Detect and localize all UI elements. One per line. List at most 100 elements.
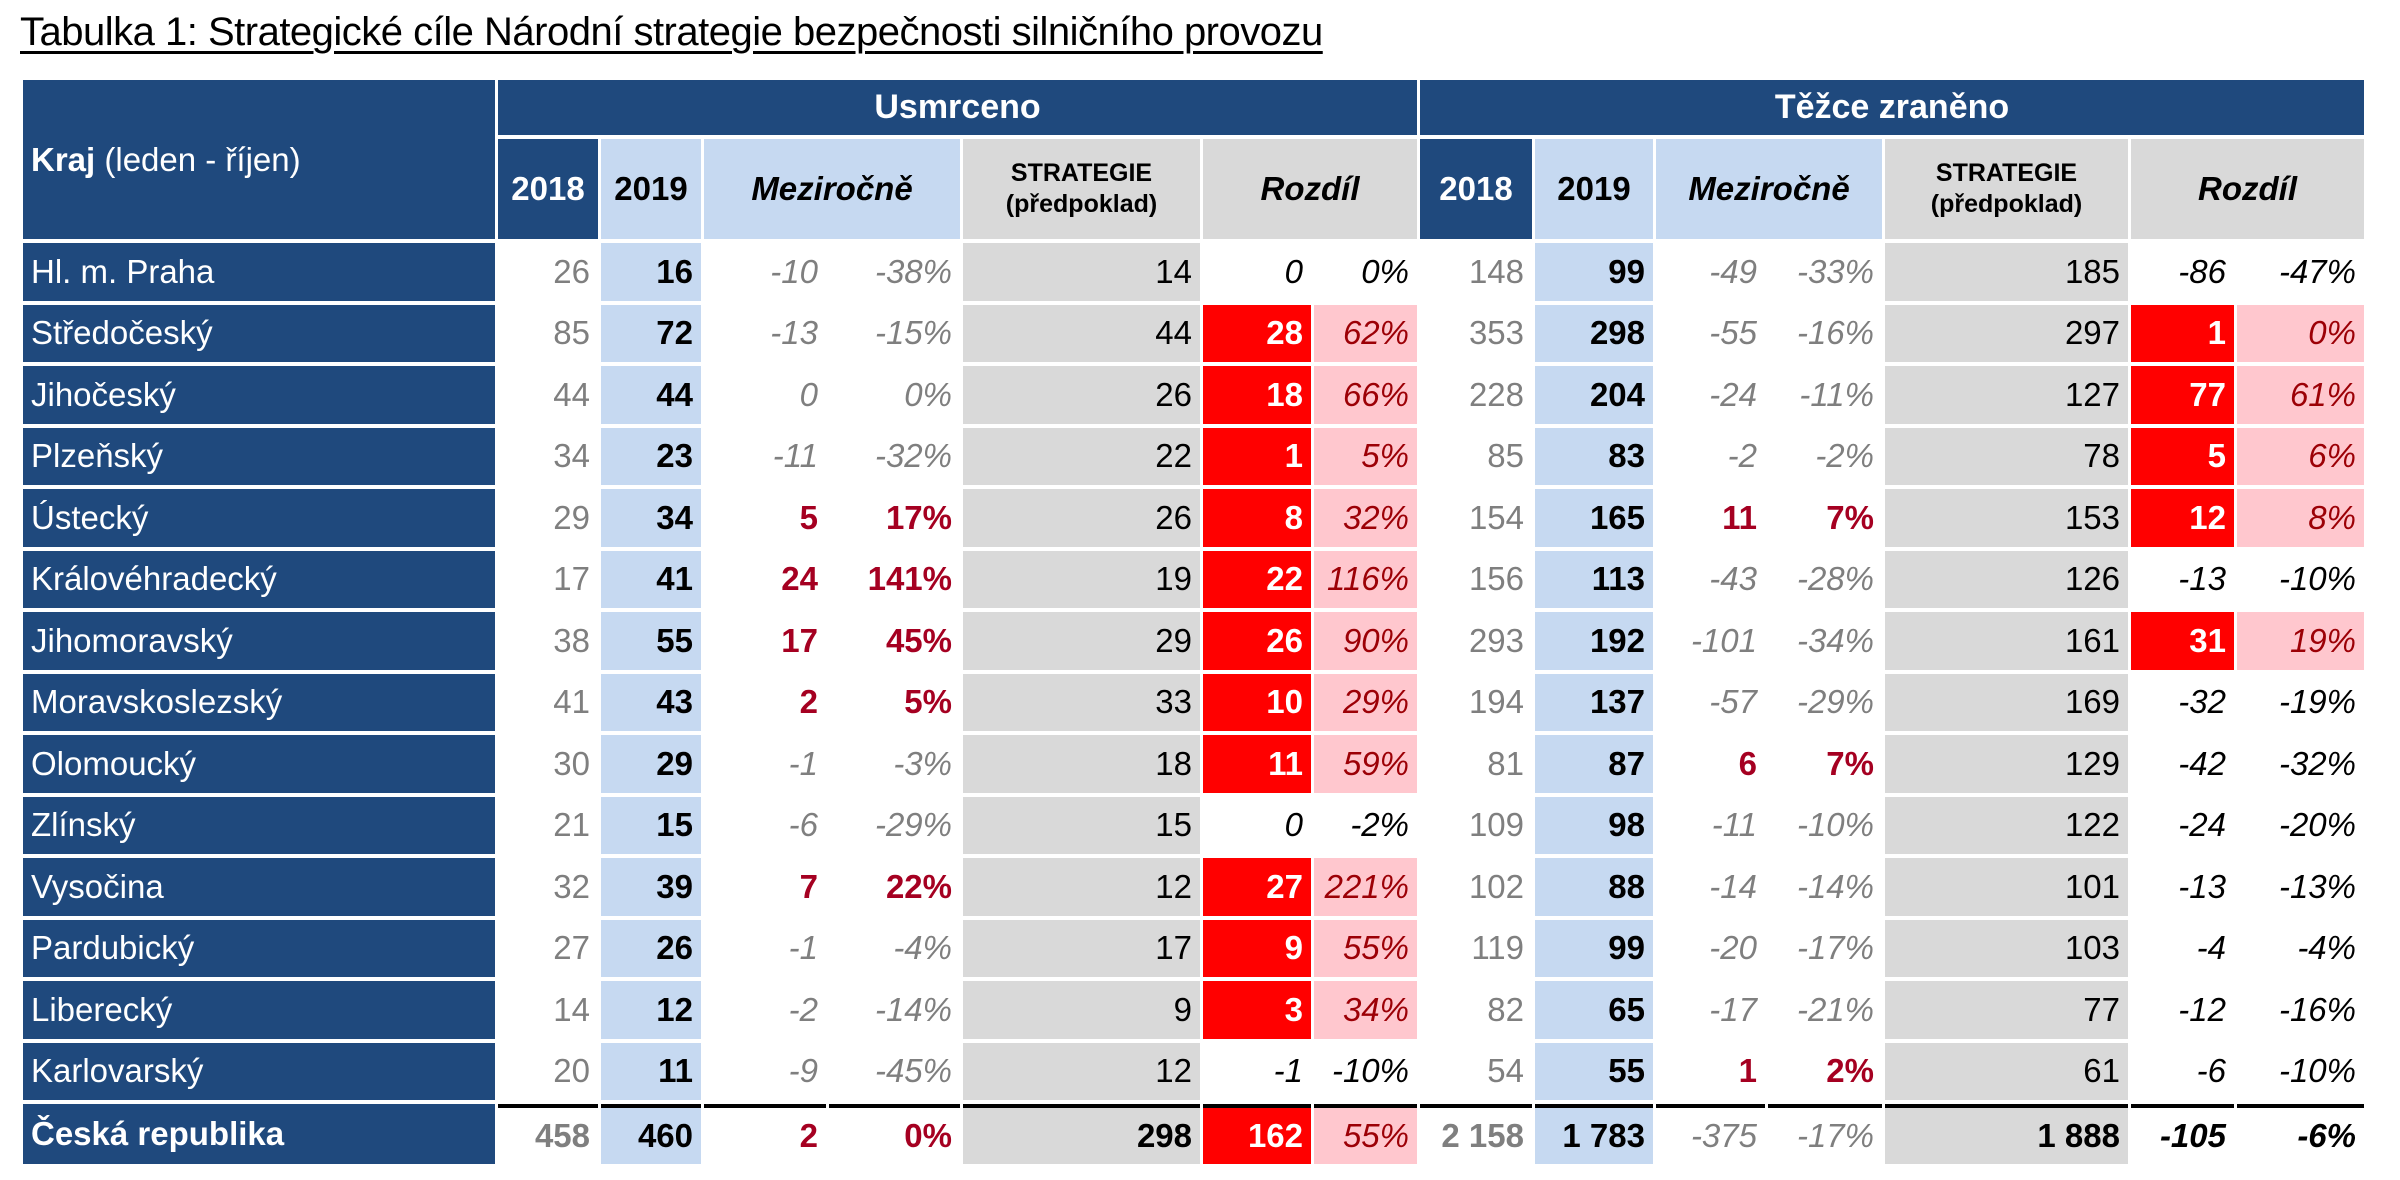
- cell-strategy: 101: [1885, 858, 2128, 916]
- cell-2019: 44: [601, 366, 701, 424]
- cell-2019: 15: [601, 796, 701, 854]
- cell-diff-pct: 116%: [1314, 550, 1417, 608]
- header-injured-diff: Rozdíl: [2131, 139, 2364, 239]
- row-region: Liberecký: [23, 981, 495, 1039]
- row-region: Olomoucký: [23, 735, 495, 793]
- row-region: Zlínský: [23, 796, 495, 854]
- header-killed-yoy: Meziročně: [704, 139, 960, 239]
- cell-2018: 34: [553, 437, 590, 475]
- cell-diff-abs: -105: [2131, 1104, 2234, 1164]
- header-strategy-text: STRATEGIE: [1010, 158, 1153, 187]
- cell-yoy-pct: -32%: [874, 437, 952, 475]
- cell-2018: 38: [553, 621, 590, 659]
- cell-strategy: 12: [963, 1042, 1200, 1100]
- strategy-table: Kraj (leden - říjen) Usmrceno Těžce zran…: [23, 80, 2364, 1164]
- cell-yoy-abs: -1: [788, 744, 818, 782]
- cell-diff-pct: 19%: [2237, 612, 2364, 670]
- row-region: Karlovarský: [23, 1042, 495, 1100]
- cell-2019: 12: [601, 981, 701, 1039]
- cell-diff-pct: -4%: [2297, 929, 2356, 967]
- cell-yoy-pct: -10%: [1796, 806, 1874, 844]
- cell-yoy-abs: -49: [1709, 252, 1757, 290]
- cell-2018: 14: [553, 990, 590, 1028]
- row-region: Hl. m. Praha: [23, 243, 495, 301]
- cell-2019: 87: [1535, 735, 1653, 793]
- cell-2018: 26: [553, 252, 590, 290]
- header-killed-diff: Rozdíl: [1203, 139, 1417, 239]
- cell-yoy-pct: -21%: [1796, 990, 1874, 1028]
- cell-diff-abs: 0: [1284, 806, 1303, 844]
- cell-diff-pct: 32%: [1314, 489, 1417, 547]
- cell-yoy-pct: -38%: [874, 252, 952, 290]
- cell-diff-abs: 22: [1203, 550, 1311, 608]
- header-strategy-text: (předpoklad): [1005, 190, 1158, 218]
- cell-diff-abs: 8: [1203, 489, 1311, 547]
- cell-strategy: 22: [963, 427, 1200, 485]
- cell-diff-pct: 61%: [2237, 366, 2364, 424]
- cell-2018: 228: [1468, 375, 1524, 413]
- cell-2019: 192: [1535, 612, 1653, 670]
- cell-2018: 32: [553, 867, 590, 905]
- cell-2018: 119: [1471, 929, 1524, 967]
- cell-2018: 54: [1487, 1052, 1524, 1090]
- cell-yoy-pct: -28%: [1796, 560, 1874, 598]
- cell-strategy: 9: [963, 981, 1200, 1039]
- cell-2019: 11: [601, 1042, 701, 1100]
- header-killed-strategy: STRATEGIE (předpoklad): [963, 139, 1200, 239]
- cell-diff-pct: 8%: [2237, 489, 2364, 547]
- cell-diff-pct: 5%: [1314, 427, 1417, 485]
- cell-yoy-pct: 0%: [829, 1104, 960, 1164]
- cell-yoy-pct: -16%: [1796, 314, 1874, 352]
- cell-yoy-abs: -14: [1709, 867, 1757, 905]
- cell-yoy-pct: -11%: [1799, 375, 1874, 413]
- cell-diff-abs: -32: [2178, 683, 2226, 721]
- cell-yoy-abs: 1: [1738, 1052, 1757, 1090]
- cell-yoy-abs: -11: [1711, 806, 1757, 844]
- cell-strategy: 161: [1885, 612, 2128, 670]
- row-region: Ústecký: [23, 489, 495, 547]
- cell-2019: 204: [1535, 366, 1653, 424]
- cell-yoy-abs: -43: [1709, 560, 1757, 598]
- cell-yoy-pct: -33%: [1796, 252, 1874, 290]
- cell-2019: 460: [601, 1104, 701, 1164]
- cell-2018: 156: [1468, 560, 1524, 598]
- cell-diff-abs: -13: [2178, 867, 2226, 905]
- cell-diff-pct: 0%: [2237, 304, 2364, 362]
- row-region: Královéhradecký: [23, 550, 495, 608]
- cell-2018: 353: [1468, 314, 1524, 352]
- cell-diff-pct: 59%: [1314, 735, 1417, 793]
- cell-diff-abs: -24: [2178, 806, 2226, 844]
- cell-diff-pct: -10%: [1331, 1052, 1409, 1090]
- cell-yoy-pct: -4%: [893, 929, 952, 967]
- cell-diff-pct: -20%: [2278, 806, 2356, 844]
- cell-strategy: 33: [963, 673, 1200, 731]
- cell-yoy-pct: 7%: [1826, 744, 1874, 782]
- cell-diff-abs: 162: [1203, 1104, 1311, 1164]
- header-killed-2018: 2018: [498, 139, 598, 239]
- cell-2019: 26: [601, 919, 701, 977]
- cell-yoy-pct: -14%: [874, 990, 952, 1028]
- cell-2019: 137: [1535, 673, 1653, 731]
- cell-yoy-pct: -14%: [1796, 867, 1874, 905]
- cell-yoy-pct: -29%: [1796, 683, 1874, 721]
- cell-strategy: 127: [1885, 366, 2128, 424]
- cell-2018: 81: [1487, 744, 1524, 782]
- cell-strategy: 18: [963, 735, 1200, 793]
- cell-diff-pct: -16%: [2278, 990, 2356, 1028]
- cell-yoy-abs: -2: [1727, 437, 1757, 475]
- cell-2019: 98: [1535, 796, 1653, 854]
- cell-2019: 65: [1535, 981, 1653, 1039]
- cell-yoy-abs: 0: [799, 375, 818, 413]
- cell-diff-abs: 27: [1203, 858, 1311, 916]
- header-injured-strategy: STRATEGIE (předpoklad): [1885, 139, 2128, 239]
- cell-strategy: 297: [1885, 304, 2128, 362]
- table-title: Tabulka 1: Strategické cíle Národní stra…: [20, 10, 1323, 54]
- cell-2018: 30: [553, 744, 590, 782]
- cell-2019: 55: [1535, 1042, 1653, 1100]
- cell-2018: 29: [553, 498, 590, 536]
- cell-2019: 34: [601, 489, 701, 547]
- cell-yoy-abs: 2: [704, 1104, 826, 1164]
- cell-yoy-abs: -1: [788, 929, 818, 967]
- cell-2018: 85: [553, 314, 590, 352]
- cell-yoy-abs: -11: [772, 437, 818, 475]
